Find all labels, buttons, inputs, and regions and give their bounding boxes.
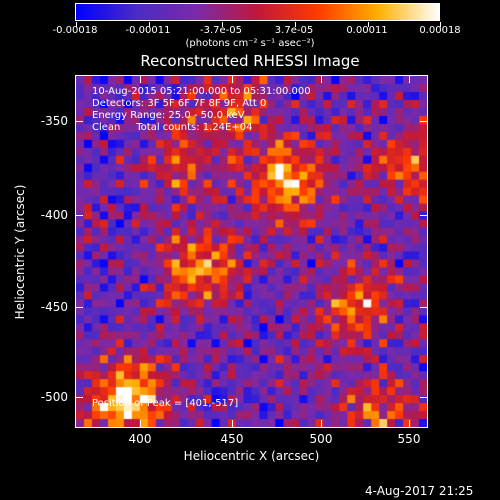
tick-mark [409, 420, 410, 428]
tick-mark [321, 420, 322, 428]
colorbar-tick-mark [222, 22, 223, 27]
x-tick-label: 500 [309, 432, 333, 446]
annotation-peak-position: Position of Peak = [401,-517] [92, 398, 239, 409]
tick-mark [75, 307, 83, 308]
x-tick-label: 400 [128, 432, 152, 446]
colorbar-tick-mark [76, 22, 77, 27]
colorbar-tick-label: -0.00018 [52, 25, 98, 36]
tick-mark [140, 420, 141, 428]
y-tick-label: -350 [40, 114, 68, 128]
plot-title: Reconstructed RHESSI Image [140, 52, 360, 70]
tick-mark [75, 397, 83, 398]
tick-mark [75, 215, 83, 216]
tick-mark [420, 215, 428, 216]
colorbar-tick-label: -3.7e-05 [200, 25, 242, 36]
annotation-time-range: 10-Aug-2015 05:21:00.000 to 05:31:00.000 [92, 86, 311, 97]
tick-mark [420, 121, 428, 122]
timestamp-footer: 4-Aug-2017 21:25 [365, 484, 474, 498]
colorbar-tick-label: 3.7e-05 [274, 25, 314, 36]
y-axis-label: Heliocentric Y (arcsec) [13, 184, 27, 320]
tick-mark [232, 75, 233, 83]
heatmap-canvas [76, 76, 427, 427]
colorbar-tick-label: 0.00011 [346, 25, 388, 36]
tick-mark [140, 75, 141, 83]
tick-mark [75, 121, 83, 122]
tick-mark [232, 420, 233, 428]
tick-mark [321, 75, 322, 83]
colorbar-units: (photons cm⁻² s⁻¹ asec⁻²) [185, 38, 315, 49]
x-tick-label: 450 [220, 432, 244, 446]
colorbar-tick-mark [295, 22, 296, 27]
y-tick-label: -400 [40, 208, 68, 222]
x-tick-label: 550 [397, 432, 421, 446]
colorbar-tick-label: -0.00011 [125, 25, 171, 36]
rhessi-image: 10-Aug-2015 05:21:00.000 to 05:31:00.000… [75, 75, 428, 428]
y-tick-label: -450 [40, 300, 68, 314]
colorbar-tick-mark [440, 22, 441, 27]
tick-mark [420, 397, 428, 398]
tick-mark [409, 75, 410, 83]
colorbar-tick-mark [149, 22, 150, 27]
x-axis-label: Heliocentric X (arcsec) [183, 449, 320, 463]
annotation-detectors: Detectors: 3F 5F 6F 7F 8F 9F, Att 0 [92, 98, 267, 109]
colorbar-tick-mark [368, 22, 369, 27]
tick-mark [420, 307, 428, 308]
y-tick-label: -500 [40, 390, 68, 404]
colorbar [75, 3, 441, 27]
annotation-energy-range: Energy Range: 25.0 - 50.0 keV [92, 110, 245, 121]
annotation-total-counts: Clean Total counts: 1.24E+04 [92, 122, 253, 133]
colorbar-tick-label: 0.00018 [419, 25, 461, 36]
